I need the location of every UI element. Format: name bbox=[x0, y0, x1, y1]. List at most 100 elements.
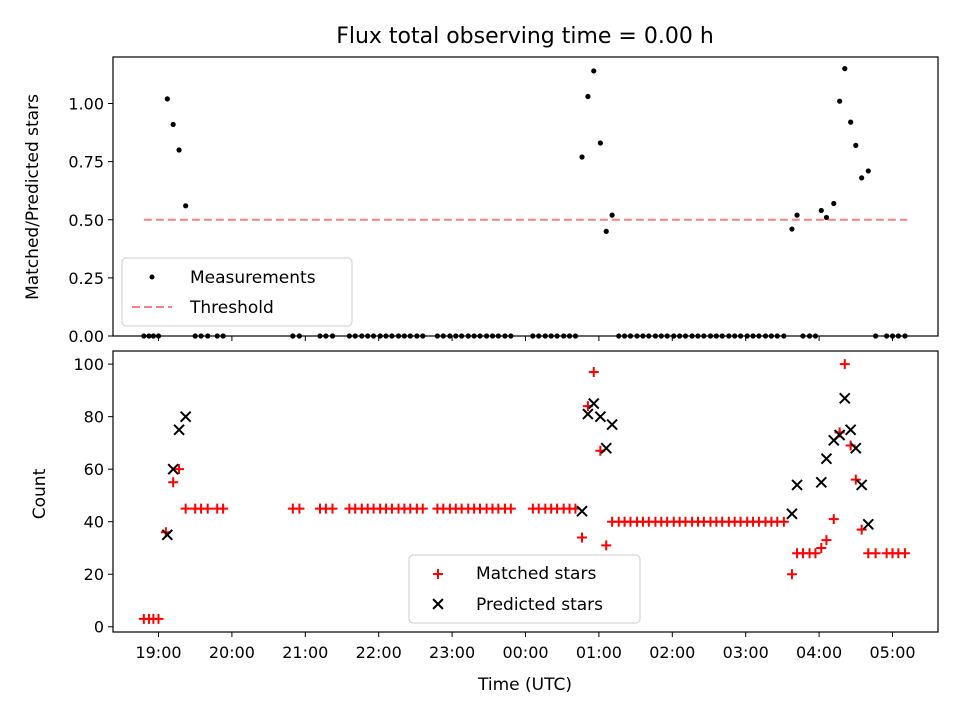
matched-star-point bbox=[218, 503, 229, 514]
predicted-star-point bbox=[588, 397, 600, 410]
predicted-star-point bbox=[839, 392, 851, 404]
measurement-point bbox=[585, 93, 591, 100]
matched-star-point bbox=[821, 535, 832, 546]
bottom-panel: 0 20 40 60 80 100 19:00 20:00 21:00 22:00 23:00 00… bbox=[30, 350, 939, 695]
matched-star-point bbox=[601, 540, 612, 551]
matched-star-point bbox=[202, 503, 213, 514]
matched-star-point bbox=[828, 514, 839, 525]
bottom-legend-frame bbox=[408, 554, 641, 624]
matched-star-point bbox=[294, 503, 305, 514]
top-y-axis-label: Matched/Predicted stars bbox=[23, 94, 43, 300]
legend-measurements-label: Measurements bbox=[190, 268, 316, 288]
predicted-star-point bbox=[844, 424, 857, 436]
bottom-y-tick-label: 80 bbox=[84, 408, 104, 427]
predicted-star-point bbox=[173, 424, 185, 436]
measurement-point bbox=[853, 142, 859, 148]
top-y-tick-label: 0.25 bbox=[68, 269, 104, 288]
x-axis-label: Time (UTC) bbox=[477, 675, 572, 695]
predicted-star-point bbox=[594, 410, 607, 423]
measurement-point bbox=[176, 147, 182, 153]
top-y-tick-label: 0.00 bbox=[68, 327, 104, 346]
measurement-point bbox=[865, 168, 871, 174]
legend-predicted-marker bbox=[432, 598, 444, 610]
measurement-point bbox=[823, 214, 830, 221]
predicted-star-point bbox=[786, 508, 798, 520]
legend-threshold-label: Threshold bbox=[189, 298, 274, 318]
measurement-point bbox=[591, 68, 597, 74]
matched-star-point bbox=[850, 474, 861, 485]
top-legend-frame bbox=[121, 257, 353, 327]
bottom-y-tick-label: 60 bbox=[84, 460, 104, 479]
matched-star-point bbox=[174, 464, 185, 475]
matched-star-point bbox=[870, 548, 881, 559]
predicted-star-point bbox=[850, 442, 862, 454]
predicted-star-point bbox=[167, 463, 179, 475]
x-tick-label: 19:00 bbox=[135, 643, 181, 662]
measurement-point bbox=[831, 200, 837, 207]
legend-matched-label: Matched stars bbox=[476, 564, 596, 584]
predicted-star-point bbox=[582, 408, 594, 420]
x-tick-label: 21:00 bbox=[282, 643, 328, 662]
measurement-point bbox=[603, 228, 609, 234]
chart-title: Flux total observing time = 0.00 h bbox=[336, 24, 714, 49]
matched-star-point bbox=[588, 367, 599, 378]
top-y-tick-label: 1.00 bbox=[68, 95, 104, 114]
matched-star-point bbox=[417, 503, 428, 514]
matched-star-point bbox=[168, 477, 179, 488]
measurement-point bbox=[789, 226, 795, 232]
bottom-y-tick-label: 0 bbox=[94, 618, 104, 637]
bottom-y-axis-label: Count bbox=[30, 468, 50, 519]
top-axes-frame bbox=[112, 56, 939, 337]
measurement-point bbox=[579, 154, 585, 160]
measurement-point bbox=[842, 66, 848, 72]
predicted-star-point bbox=[161, 529, 174, 541]
x-tick-label: 20:00 bbox=[209, 643, 255, 662]
matched-star-point bbox=[786, 569, 797, 580]
bottom-legend: Matched stars Predicted stars bbox=[408, 554, 641, 624]
bottom-y-tick-label: 20 bbox=[84, 565, 104, 584]
predicted-star-point bbox=[833, 429, 846, 441]
measurement-point bbox=[848, 119, 854, 125]
matched-star-point bbox=[810, 548, 821, 559]
x-tick-label: 01:00 bbox=[576, 643, 622, 662]
measurement-point bbox=[794, 212, 800, 218]
measurement-point bbox=[818, 207, 824, 214]
matched-star-point bbox=[577, 532, 588, 543]
matched-star-point bbox=[839, 359, 850, 370]
predicted-star-point bbox=[606, 418, 618, 431]
measurement-point bbox=[609, 212, 615, 218]
x-tick-label: 05:00 bbox=[869, 643, 915, 662]
top-y-tick-label: 0.75 bbox=[68, 153, 104, 172]
x-tick-label: 04:00 bbox=[796, 643, 842, 662]
measurement-point bbox=[170, 121, 176, 128]
bottom-y-tick-label: 40 bbox=[84, 513, 104, 532]
matched-star-point bbox=[816, 542, 827, 553]
x-tick-label: 23:00 bbox=[429, 643, 475, 662]
measurement-point bbox=[183, 203, 189, 209]
matched-star-point bbox=[778, 516, 789, 527]
x-tick-label: 22:00 bbox=[356, 643, 402, 662]
legend-matched-marker bbox=[433, 569, 443, 579]
measurement-point bbox=[859, 175, 865, 181]
predicted-star-point bbox=[862, 518, 874, 531]
predicted-star-point bbox=[791, 479, 803, 491]
bottom-axes-frame bbox=[112, 350, 939, 633]
bottom-y-tick-label: 100 bbox=[73, 355, 104, 374]
top-panel: 0.00 0.25 0.50 0.75 1.00 Matched/Predicted s… bbox=[23, 56, 939, 346]
predicted-star-point bbox=[820, 452, 833, 465]
measurement-point bbox=[597, 140, 603, 146]
top-y-tick-label: 0.50 bbox=[68, 211, 104, 230]
x-tick-label: 03:00 bbox=[723, 643, 769, 662]
legend-predicted-label: Predicted stars bbox=[476, 595, 603, 615]
legend-measurements-marker bbox=[149, 274, 155, 280]
predicted-star-point bbox=[600, 442, 612, 454]
matched-star-point bbox=[153, 613, 164, 624]
measurement-point bbox=[164, 96, 170, 102]
top-legend: Measurements Threshold bbox=[121, 257, 353, 327]
predicted-star-point bbox=[855, 479, 868, 491]
x-tick-label: 00:00 bbox=[502, 643, 548, 662]
predicted-star-point bbox=[815, 476, 828, 489]
matched-star-point bbox=[180, 503, 191, 514]
predicted-star-point bbox=[179, 410, 192, 423]
